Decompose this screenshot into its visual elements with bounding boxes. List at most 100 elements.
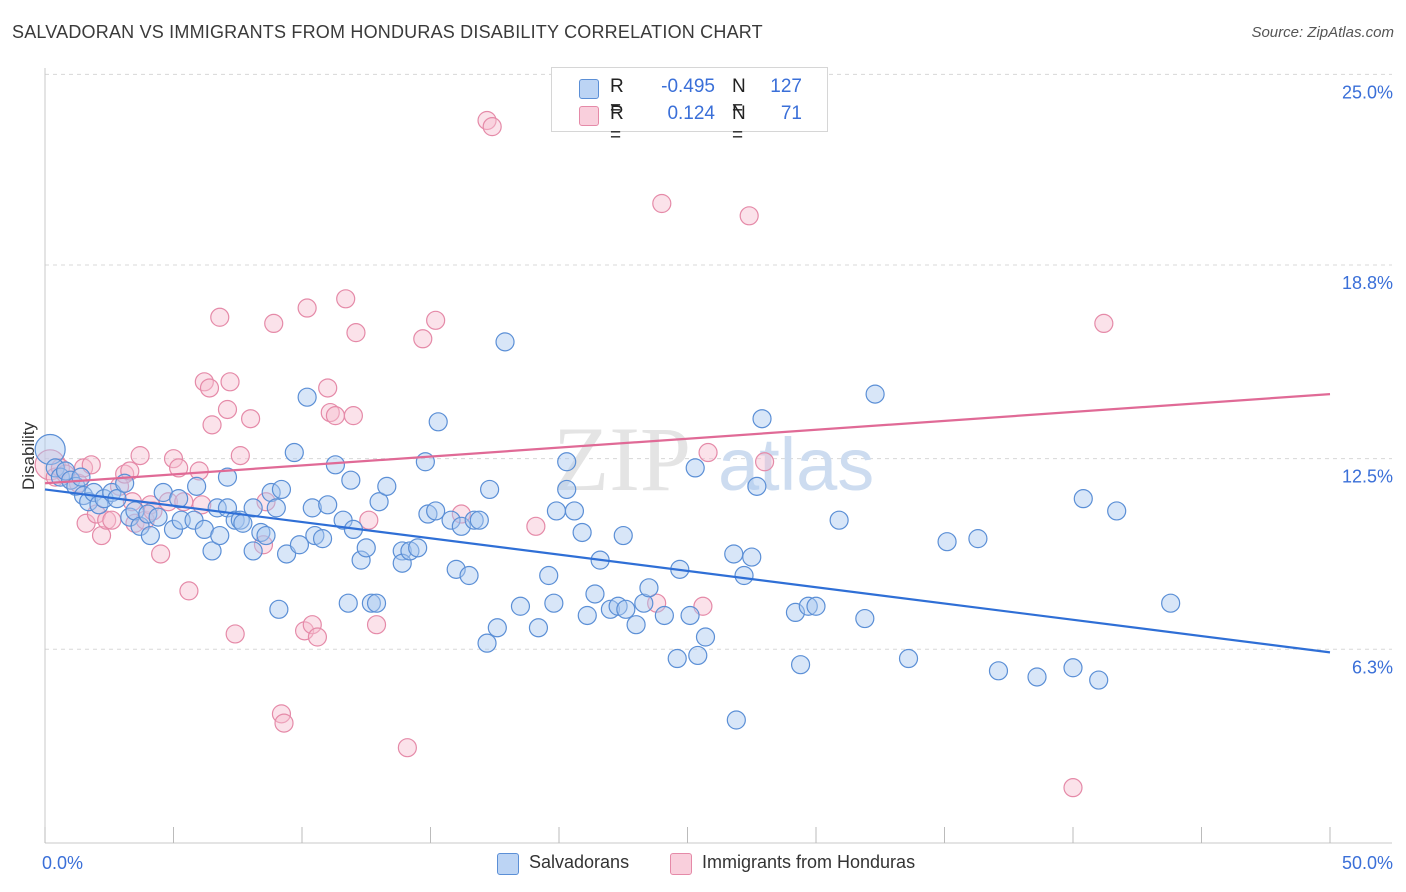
salvadoran-point [585, 584, 605, 604]
salvadoran-point [1027, 667, 1047, 687]
salvadoran-point [634, 593, 654, 613]
honduras-point [151, 544, 171, 564]
salvadoran-point [351, 550, 371, 570]
salvadoran-point [148, 507, 168, 527]
salvadoran-point [480, 479, 500, 500]
honduras-point [307, 627, 328, 647]
salvadoran-point [564, 501, 585, 521]
honduras-point [318, 378, 338, 398]
salvadoran-point [572, 522, 592, 543]
honduras-point [210, 307, 230, 327]
salvadoran-point [806, 596, 826, 616]
honduras-point [102, 510, 122, 530]
honduras-point [336, 289, 356, 309]
legend-swatch-pink [579, 106, 599, 126]
salvadoran-point [680, 605, 700, 626]
salvadoran-point [269, 599, 289, 619]
honduras-point [220, 372, 240, 392]
salvadoran-points [34, 332, 1181, 730]
salvadoran-point [34, 433, 66, 466]
salvadoran-point [428, 412, 448, 432]
honduras-point [413, 329, 433, 349]
honduras-point [739, 206, 759, 226]
honduras-trend-line [44, 393, 1331, 485]
salvadoran-point [217, 467, 238, 487]
salvadoran-point [544, 593, 564, 613]
salvadoran-point [243, 541, 263, 561]
salvadoran-point [639, 578, 659, 598]
bottom-legend-label: Immigrants from Honduras [702, 852, 916, 872]
honduras-point [230, 446, 250, 466]
honduras-point [482, 117, 502, 137]
honduras-point [1094, 313, 1114, 334]
legend-n-label: N = [732, 103, 746, 146]
honduras-point [202, 415, 222, 435]
honduras-point [346, 323, 366, 343]
stats-legend: R = -0.495 N = 127 R = 0.124 N = 71 [551, 67, 828, 146]
salvadoran-point [695, 627, 716, 647]
salvadoran-point [685, 458, 705, 478]
y-axis-label: Disability [19, 421, 38, 490]
honduras-point [264, 313, 284, 334]
legend-r-value: 0.124 [667, 103, 715, 124]
salvadoran-point [937, 532, 957, 552]
axis-layer [44, 68, 1392, 844]
source-label: Source: ZipAtlas.com [1251, 24, 1394, 41]
salvadoran-point [747, 476, 767, 496]
legend-n-label: N = [732, 76, 746, 119]
salvadoran-point [654, 605, 674, 626]
watermark: ZIP atlas [553, 408, 874, 510]
honduras-point [297, 298, 317, 318]
x-tick-label: 50.0% [1342, 853, 1393, 873]
honduras-point [97, 510, 117, 530]
salvadoran-point [898, 648, 919, 669]
salvadoran-point [400, 541, 420, 561]
salvadoran-point [377, 476, 397, 496]
salvadoran-point [539, 565, 559, 586]
salvadoran-point [361, 593, 381, 613]
salvadoran-point [1107, 501, 1127, 521]
legend-n-value: 127 [770, 76, 802, 97]
salvadoran-point [284, 442, 304, 463]
honduras-point [526, 516, 546, 536]
salvadoran-point [418, 504, 438, 524]
salvadoran-point [968, 529, 988, 549]
salvadoran-point [369, 492, 389, 512]
salvadoran-point [325, 455, 346, 475]
salvadoran-point [626, 615, 646, 635]
salvadoran-point [312, 529, 333, 549]
honduras-point [179, 581, 199, 601]
honduras-point [397, 738, 417, 758]
honduras-point [320, 402, 340, 423]
honduras-point [366, 615, 387, 635]
salvadoran-point [528, 618, 549, 638]
salvadoran-point [510, 596, 531, 616]
legend-swatch-blue [579, 79, 599, 99]
watermark-zip: ZIP [553, 408, 691, 510]
salvadoran-point [546, 501, 567, 521]
salvadoran-point [988, 661, 1009, 681]
honduras-point [130, 446, 150, 466]
legend-n-value: 71 [780, 103, 802, 124]
salvadoran-point [734, 565, 754, 586]
salvadoran-point [256, 525, 276, 546]
salvadoran-point [477, 633, 497, 653]
honduras-point [343, 406, 363, 426]
salvadoran-point [688, 645, 708, 666]
salvadoran-point [225, 510, 245, 530]
salvadoran-point [865, 384, 885, 404]
salvadoran-point [1073, 489, 1093, 509]
salvadoran-point [140, 525, 160, 546]
honduras-point [1063, 778, 1083, 798]
salvadoran-point [600, 599, 621, 619]
legend-r-value: -0.495 [661, 76, 715, 97]
honduras-point [225, 624, 245, 644]
salvadoran-point [297, 387, 317, 407]
salvadoran-point [829, 510, 849, 530]
honduras-point [754, 452, 775, 472]
honduras-point [91, 525, 112, 546]
salvadoran-point [169, 489, 189, 509]
honduras-point [426, 310, 446, 330]
legend-r-label: R = [610, 76, 624, 119]
salvadoran-point [289, 535, 310, 555]
